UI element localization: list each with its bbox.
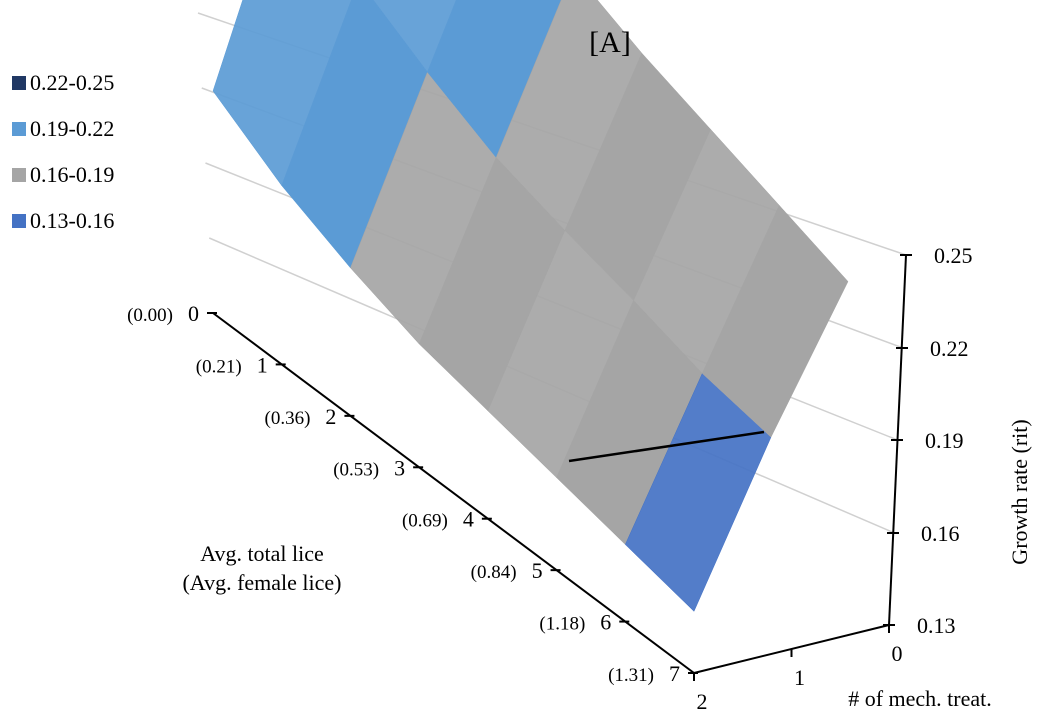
- z-tick-label: 0.19: [925, 428, 964, 453]
- z-tick-label: 0.16: [921, 521, 960, 546]
- y-tick-female-label: (0.36): [265, 408, 311, 429]
- y-tick-female-label: (0.21): [196, 356, 242, 377]
- y-tick-label: 2: [325, 404, 336, 429]
- z-axis-ticks: 0.13 0.16 0.19 0.22 0.25: [883, 243, 973, 638]
- x-tick-label: 1: [794, 665, 805, 690]
- z-tick-label: 0.22: [930, 336, 969, 361]
- y-tick-female-label: (0.84): [471, 562, 517, 583]
- y-tick-label: 7: [669, 661, 680, 686]
- x-tick-label: 2: [697, 689, 708, 714]
- surface-patch: [372, 0, 457, 73]
- legend-item-0.13-0.16: 0.13-0.16: [12, 198, 114, 244]
- y-tick-female-label: (1.31): [608, 665, 654, 686]
- z-tick-label: 0.25: [934, 243, 973, 268]
- legend-label: 0.22-0.25: [30, 70, 115, 95]
- y-tick-label: 3: [394, 455, 405, 480]
- x-axis-label: # of mech. treat.: [848, 686, 992, 711]
- chart-title: [A]: [589, 26, 631, 59]
- legend-item-0.19-0.22: 0.19-0.22: [12, 106, 114, 152]
- y-tick-label: 6: [600, 610, 611, 635]
- surface-patch: [427, 0, 562, 158]
- legend-item-0.22-0.25: 0.22-0.25: [12, 60, 114, 106]
- y-tick-female-label: (0.53): [333, 459, 379, 480]
- y-tick-label: 0: [188, 301, 199, 326]
- y-tick-label: 5: [532, 558, 543, 583]
- legend-swatch: [12, 168, 26, 182]
- y-tick-female-label: (1.18): [539, 614, 585, 635]
- legend-label: 0.19-0.22: [30, 116, 115, 141]
- z-tick-label: 0.13: [917, 613, 956, 638]
- legend-swatch: [12, 76, 26, 90]
- surface-patch: [212, 0, 352, 187]
- y-tick-label: 4: [463, 507, 474, 532]
- y-axis-line: [212, 312, 695, 674]
- y-axis-ticks: 0 (0.00) 1 (0.21) 2 (0.36) 3 (0.53) 4 (0.69) 5 (0.8…: [127, 301, 698, 686]
- y-axis-label-line2: (Avg. female lice): [182, 570, 341, 595]
- legend-swatch: [12, 122, 26, 136]
- legend: 0.22-0.25 0.19-0.22 0.16-0.19 0.13-0.16: [12, 60, 114, 244]
- y-tick-label: 1: [257, 352, 268, 377]
- y-axis-label-line1: Avg. total lice: [200, 541, 324, 566]
- surface-divider-line: [568, 430, 765, 463]
- x-tick-label: 0: [892, 641, 903, 666]
- legend-label: 0.16-0.19: [30, 162, 115, 187]
- surface-patch: [701, 204, 849, 438]
- z-axis-label: Growth rate (rit): [1007, 419, 1032, 564]
- surface-plot: [212, 0, 849, 612]
- legend-label: 0.13-0.16: [30, 208, 115, 233]
- legend-item-0.16-0.19: 0.16-0.19: [12, 152, 114, 198]
- x-axis-ticks: 0 1 2: [693, 625, 903, 714]
- legend-swatch: [12, 214, 26, 228]
- y-tick-female-label: (0.00): [127, 305, 173, 326]
- y-tick-female-label: (0.69): [402, 511, 448, 532]
